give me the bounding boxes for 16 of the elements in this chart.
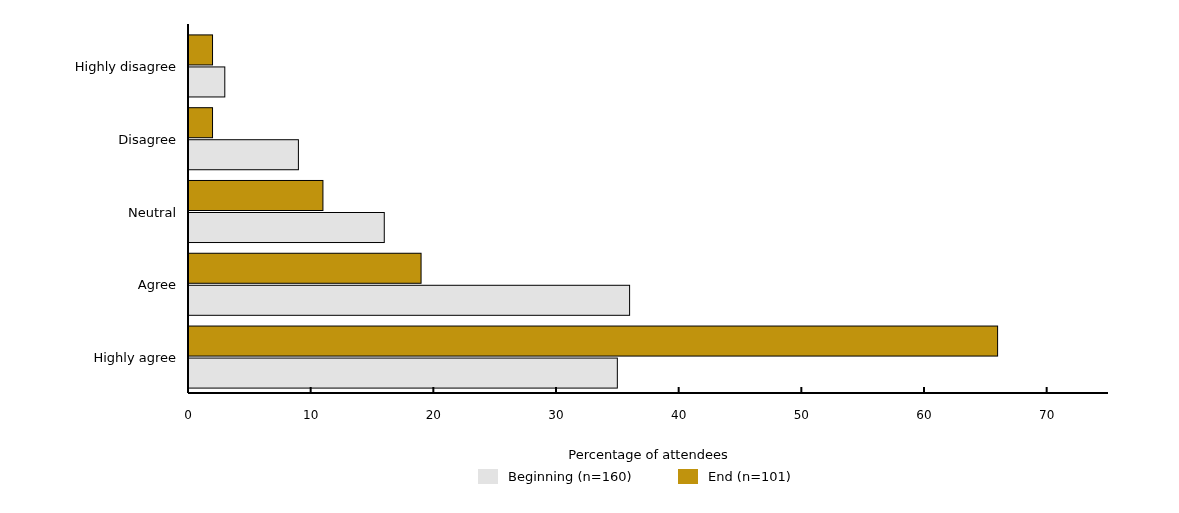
y-tick-label: Agree: [137, 277, 176, 293]
x-axis-title: Percentage of attendees: [568, 447, 728, 462]
y-tick-label: Disagree: [118, 131, 176, 147]
x-tick-label: 20: [425, 408, 441, 422]
x-tick-label: 40: [671, 408, 687, 422]
x-tick-label: 30: [548, 408, 564, 422]
x-tick-label: 50: [793, 408, 809, 422]
y-tick-label: Highly agree: [93, 350, 176, 366]
legend-label: Beginning (n=160): [508, 469, 632, 484]
y-tick-label: Highly disagree: [74, 58, 176, 74]
y-tick-label: Neutral: [128, 204, 176, 220]
legend-label: End (n=101): [708, 469, 791, 484]
x-tick-label: 0: [184, 408, 192, 422]
x-tick-label: 10: [303, 408, 319, 422]
x-tick-label: 70: [1039, 408, 1055, 422]
x-tick-label: 60: [916, 408, 932, 422]
